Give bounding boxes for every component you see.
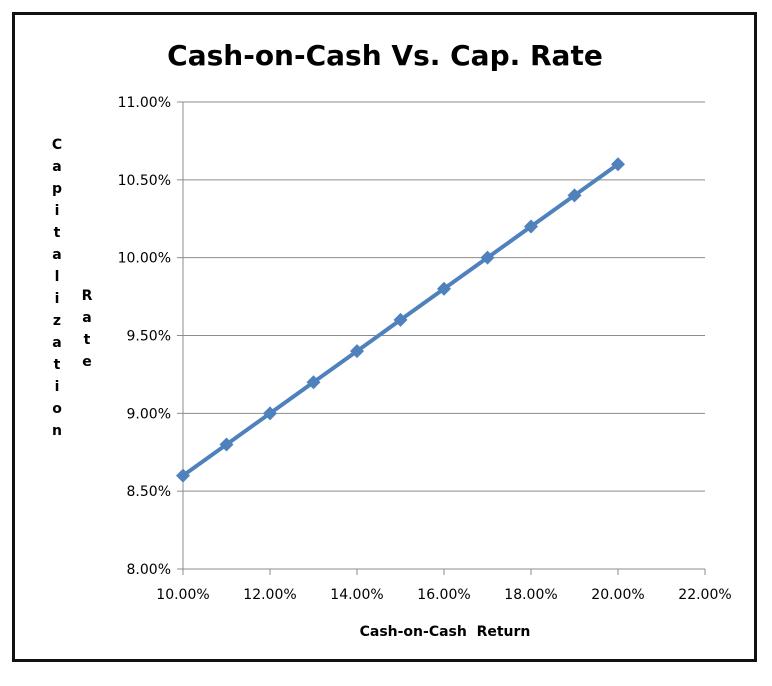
- data-point: [219, 437, 234, 452]
- x-tick-label: 18.00%: [504, 587, 557, 603]
- x-tick-labels: 10.00% 12.00% 14.00% 16.00% 18.00% 20.00% 22.0…: [156, 587, 731, 603]
- y-axis-label-letter: p: [52, 181, 62, 197]
- chart-svg: Cash-on-Cash Vs. Cap. Rate 8.00% 8.50% 9.0…: [52, 39, 732, 640]
- data-point: [263, 406, 277, 421]
- y-axis-label: CapitalizationCapitalizationRateRate: [52, 137, 93, 439]
- y-axis-label-word: RateRate: [82, 288, 93, 370]
- y-tick-label: 8.00%: [127, 562, 171, 578]
- y-axis-label-letter: e: [82, 354, 92, 370]
- data-point: [437, 281, 451, 296]
- chart-frame: Cash-on-Cash Vs. Cap. Rate 8.00% 8.50% 9.0…: [12, 12, 757, 662]
- y-tick-label: 9.00%: [127, 406, 171, 422]
- y-axis-label-letter: i: [55, 291, 60, 307]
- y-tick-label: 11.00%: [118, 95, 171, 111]
- data-point: [350, 344, 364, 359]
- series-layer: [176, 157, 625, 483]
- y-axis-label-letter: a: [52, 247, 61, 263]
- y-axis-label-word: CapitalizationCapitalization: [52, 137, 62, 439]
- data-point: [306, 375, 321, 390]
- y-tick-label: 8.50%: [127, 484, 171, 500]
- y-axis-label-letter: t: [54, 225, 61, 241]
- data-point: [393, 312, 408, 327]
- data-point: [176, 468, 190, 483]
- y-axis-label-letter: t: [54, 357, 61, 373]
- y-axis-label-letter: t: [84, 332, 91, 348]
- x-axis-label: Cash-on-Cash Return: [360, 624, 531, 640]
- y-axis-label-letter: z: [53, 313, 61, 329]
- y-tick-labels: 8.00% 8.50% 9.00% 9.50% 10.00% 10.50% 11.00%: [118, 95, 171, 578]
- chart-title: Cash-on-Cash Vs. Cap. Rate: [167, 39, 603, 72]
- axes: [177, 101, 706, 575]
- x-tick-label: 12.00%: [243, 587, 296, 603]
- y-axis-label-letter: C: [52, 137, 62, 153]
- y-tick-label: 9.50%: [127, 329, 171, 345]
- y-axis-label-letter: a: [52, 159, 61, 175]
- y-axis-label-letter: l: [55, 269, 60, 285]
- y-axis-label-letter: R: [82, 288, 93, 304]
- y-tick-label: 10.00%: [118, 251, 171, 267]
- data-point: [480, 250, 495, 265]
- data-point: [567, 188, 582, 203]
- y-axis-label-letter: a: [82, 310, 91, 326]
- x-tick-label: 22.00%: [678, 587, 731, 603]
- x-tick-label: 16.00%: [417, 587, 470, 603]
- y-axis-label-letter: a: [52, 335, 61, 351]
- y-axis-label-letter: i: [55, 379, 60, 395]
- gridlines: [183, 101, 705, 492]
- x-tick-label: 10.00%: [156, 587, 209, 603]
- x-tick-label: 14.00%: [330, 587, 383, 603]
- data-point: [611, 157, 625, 172]
- y-tick-label: 10.50%: [118, 173, 171, 189]
- data-point: [524, 219, 538, 234]
- y-axis-label-letter: o: [52, 401, 62, 417]
- y-axis-label-letter: i: [55, 203, 60, 219]
- x-tick-label: 20.00%: [591, 587, 644, 603]
- y-axis-label-letter: n: [52, 423, 62, 439]
